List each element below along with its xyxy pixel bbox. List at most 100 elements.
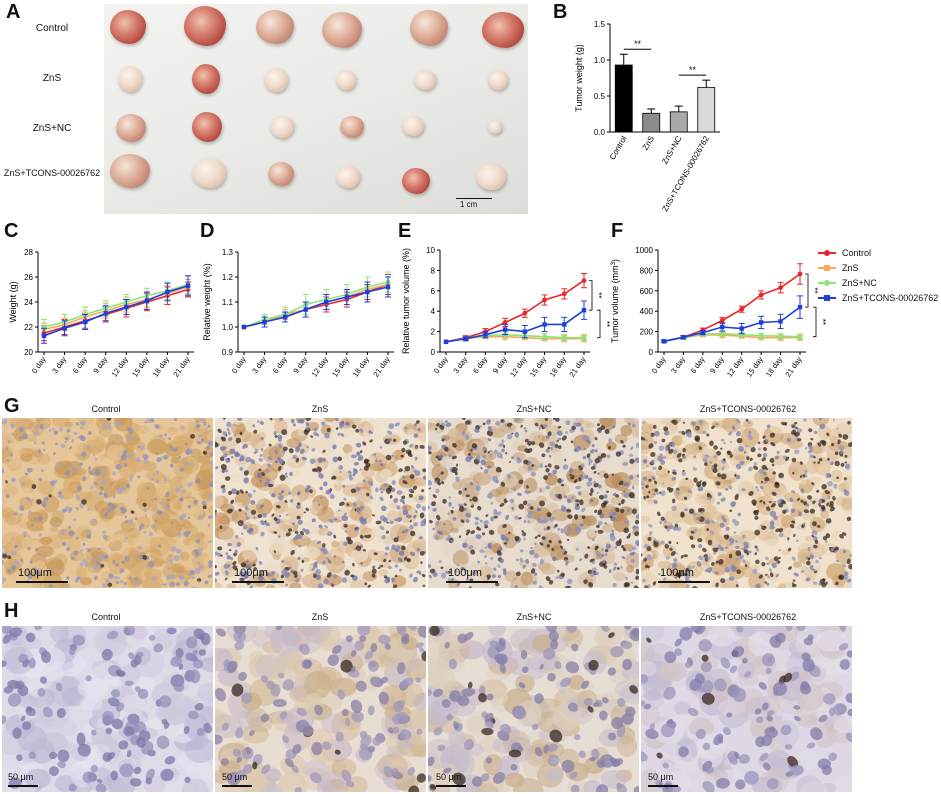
micrograph-nucleus bbox=[164, 755, 176, 765]
micrograph-nucleus bbox=[292, 744, 302, 755]
micrograph-nucleus bbox=[71, 438, 75, 443]
micrograph-nucleus bbox=[359, 505, 364, 510]
micrograph-nucleus bbox=[628, 491, 635, 498]
micrograph-nucleus bbox=[39, 676, 48, 684]
micrograph-nucleus bbox=[433, 727, 443, 736]
micrograph-nucleus bbox=[339, 470, 342, 474]
micrograph-nucleus bbox=[653, 538, 657, 542]
micrograph-nucleus bbox=[38, 533, 43, 537]
micrograph-nucleus bbox=[608, 569, 612, 574]
micrograph-cytoplasm bbox=[108, 434, 124, 445]
chart-c-x-tick-label: 9 day bbox=[91, 355, 109, 375]
micrograph-nucleus bbox=[345, 718, 351, 726]
micrograph-nucleus bbox=[803, 509, 809, 514]
micrograph-nucleus bbox=[793, 705, 801, 710]
micrograph-nucleus bbox=[6, 459, 10, 462]
micrograph-nucleus bbox=[201, 501, 207, 506]
micrograph-nucleus bbox=[338, 465, 344, 470]
micrograph-nucleus bbox=[309, 489, 313, 494]
panel-label-h: H bbox=[4, 600, 19, 622]
micrograph-cytoplasm bbox=[198, 765, 213, 781]
micrograph-nucleus bbox=[604, 429, 610, 435]
micrograph-nucleus bbox=[807, 495, 813, 500]
micrograph-nucleus bbox=[615, 540, 622, 547]
micrograph-nucleus bbox=[758, 574, 764, 579]
micrograph-cytoplasm bbox=[2, 486, 19, 504]
micrograph-nucleus bbox=[476, 526, 479, 529]
micrograph-cytoplasm bbox=[151, 557, 164, 568]
micrograph-nucleus bbox=[778, 556, 782, 559]
micrograph-nucleus bbox=[408, 493, 413, 498]
micrograph-nucleus bbox=[260, 520, 265, 526]
micrograph-nucleus bbox=[827, 457, 830, 461]
micrograph-cytoplasm bbox=[546, 768, 563, 782]
micrograph-nucleus bbox=[777, 499, 782, 504]
micrograph-nucleus bbox=[391, 544, 396, 551]
micrograph-nucleus bbox=[337, 689, 345, 700]
micrograph-nucleus bbox=[766, 710, 775, 716]
micrograph-nucleus bbox=[412, 576, 418, 583]
micrograph-nucleus bbox=[761, 562, 766, 567]
micrograph-nucleus bbox=[615, 507, 620, 513]
micrograph-nucleus bbox=[682, 453, 686, 457]
micrograph-nucleus bbox=[8, 627, 23, 638]
micrograph-nucleus bbox=[20, 513, 23, 517]
micrograph-nucleus bbox=[470, 549, 476, 555]
micrograph-nucleus bbox=[730, 501, 737, 507]
micrograph-nucleus bbox=[39, 423, 44, 430]
micrograph-nucleus bbox=[641, 482, 645, 486]
micrograph-nucleus bbox=[158, 544, 162, 548]
micrograph-nucleus bbox=[500, 419, 505, 423]
micrograph-nucleus bbox=[133, 655, 142, 665]
micrograph-nucleus bbox=[506, 434, 513, 440]
micrograph-nucleus bbox=[484, 712, 494, 723]
micrograph-cytoplasm bbox=[643, 689, 662, 701]
micrograph-nucleus bbox=[660, 490, 666, 496]
micrograph-nucleus bbox=[645, 495, 650, 499]
micrograph-nucleus bbox=[296, 515, 301, 520]
micrograph-nucleus bbox=[37, 688, 46, 697]
micrograph-nucleus bbox=[229, 448, 236, 455]
micrograph-nucleus bbox=[812, 521, 817, 527]
micrograph-nucleus bbox=[239, 431, 243, 436]
micrograph-nucleus bbox=[42, 706, 53, 718]
micrograph-nucleus bbox=[13, 560, 20, 565]
chart-e-x-tick-label: 12 day bbox=[508, 355, 528, 379]
micrograph-cytoplasm bbox=[722, 418, 741, 433]
micrograph-nucleus bbox=[570, 784, 580, 792]
panel-label-b: B bbox=[553, 1, 568, 23]
ihc-g-scale-label-2: 100μm bbox=[234, 567, 268, 579]
micrograph-nucleus bbox=[391, 454, 395, 457]
micrograph-nucleus bbox=[483, 468, 489, 474]
micrograph-cytoplasm bbox=[58, 451, 69, 463]
micrograph-nucleus bbox=[716, 547, 719, 550]
micrograph-nucleus bbox=[326, 531, 333, 537]
micrograph-nucleus bbox=[441, 699, 451, 708]
micrograph-nucleus bbox=[712, 468, 718, 473]
micrograph-nucleus bbox=[641, 553, 643, 557]
micrograph-nucleus bbox=[818, 557, 823, 560]
micrograph-nucleus bbox=[16, 754, 23, 762]
micrograph-nucleus bbox=[235, 437, 242, 444]
micrograph-nucleus bbox=[7, 555, 12, 560]
micrograph-nucleus bbox=[189, 448, 194, 452]
micrograph-nucleus bbox=[124, 536, 129, 540]
micrograph-nucleus bbox=[107, 508, 111, 512]
micrograph-nucleus bbox=[561, 435, 567, 441]
micrograph-nucleus bbox=[546, 544, 550, 548]
tumor-zns-nc-4 bbox=[340, 116, 364, 138]
micrograph-nucleus bbox=[799, 461, 803, 465]
micrograph-nucleus bbox=[487, 451, 491, 454]
micrograph-nucleus bbox=[5, 494, 10, 499]
micrograph-nucleus bbox=[372, 565, 376, 568]
micrograph-nucleus bbox=[745, 444, 748, 448]
micrograph-nucleus bbox=[190, 433, 195, 439]
micrograph-nucleus bbox=[626, 535, 631, 539]
micrograph-nucleus bbox=[766, 582, 770, 586]
chart-e-point-zns-tcons-00026762 bbox=[562, 322, 567, 327]
micrograph-nucleus bbox=[207, 574, 213, 578]
micrograph-nucleus bbox=[164, 477, 167, 482]
micrograph-nucleus bbox=[130, 438, 134, 442]
micrograph-nucleus bbox=[437, 473, 441, 477]
micrograph-nucleus bbox=[720, 657, 731, 669]
